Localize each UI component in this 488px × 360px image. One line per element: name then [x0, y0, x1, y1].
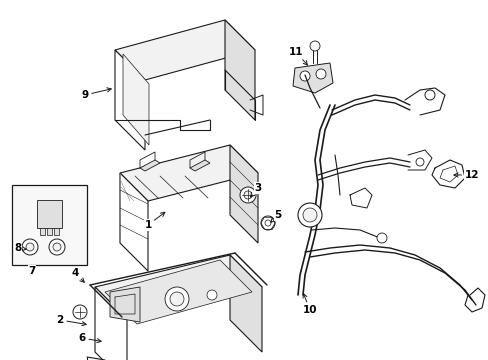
Circle shape: [424, 90, 434, 100]
Circle shape: [264, 220, 270, 226]
Circle shape: [297, 203, 321, 227]
Text: 3: 3: [250, 183, 261, 197]
Polygon shape: [229, 145, 258, 243]
Polygon shape: [190, 160, 209, 171]
Polygon shape: [292, 63, 332, 93]
Polygon shape: [37, 200, 62, 228]
Circle shape: [49, 239, 65, 255]
Text: 11: 11: [288, 47, 307, 65]
Polygon shape: [120, 145, 258, 201]
Text: 1: 1: [144, 212, 164, 230]
Polygon shape: [123, 54, 149, 145]
Polygon shape: [12, 185, 87, 265]
Text: 7: 7: [28, 266, 36, 276]
Circle shape: [315, 69, 325, 79]
Polygon shape: [229, 255, 262, 352]
Text: 9: 9: [81, 88, 111, 100]
Circle shape: [376, 233, 386, 243]
Text: 10: 10: [302, 294, 317, 315]
Circle shape: [309, 41, 319, 51]
Polygon shape: [105, 260, 251, 324]
Polygon shape: [110, 287, 140, 322]
Circle shape: [415, 158, 423, 166]
Circle shape: [26, 243, 34, 251]
Circle shape: [53, 243, 61, 251]
Text: 4: 4: [71, 268, 84, 282]
Polygon shape: [47, 228, 52, 235]
Polygon shape: [115, 20, 254, 80]
Circle shape: [206, 290, 217, 300]
Circle shape: [299, 71, 309, 81]
Text: 6: 6: [78, 333, 101, 343]
Text: 2: 2: [56, 315, 86, 326]
Circle shape: [22, 239, 38, 255]
Circle shape: [240, 187, 256, 203]
Circle shape: [244, 191, 251, 199]
Text: 5: 5: [270, 210, 281, 222]
Polygon shape: [120, 173, 148, 271]
Circle shape: [303, 208, 316, 222]
Polygon shape: [95, 287, 127, 360]
Text: 12: 12: [453, 170, 478, 180]
Polygon shape: [140, 160, 160, 171]
Polygon shape: [224, 20, 254, 120]
Polygon shape: [40, 228, 45, 235]
Polygon shape: [95, 255, 262, 319]
Circle shape: [164, 287, 189, 311]
Polygon shape: [54, 228, 59, 235]
Text: 8: 8: [14, 243, 26, 253]
Circle shape: [261, 216, 274, 230]
Circle shape: [170, 292, 183, 306]
Polygon shape: [115, 50, 145, 150]
Circle shape: [73, 305, 87, 319]
